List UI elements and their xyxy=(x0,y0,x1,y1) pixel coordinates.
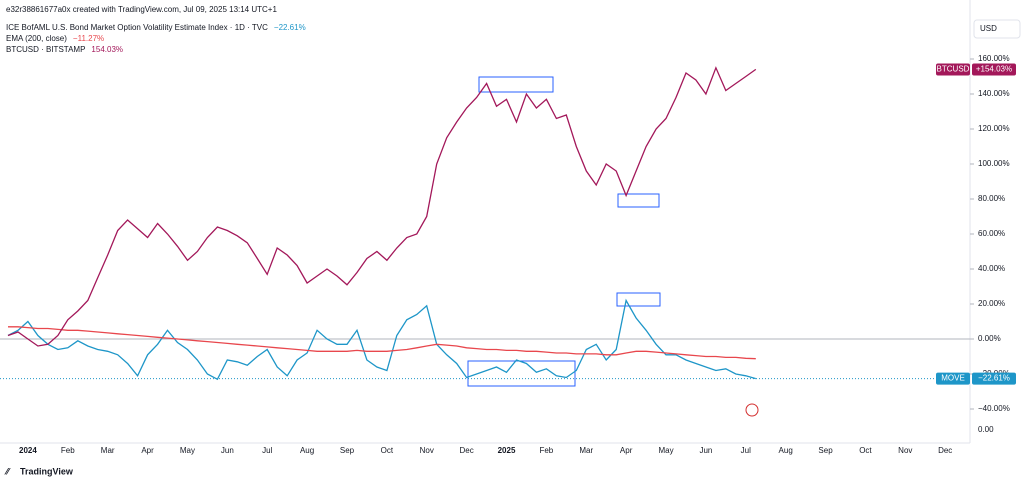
y-tick-label: 0.00% xyxy=(978,334,1001,343)
y-tick-label: 40.00% xyxy=(978,264,1005,273)
x-tick-label: Oct xyxy=(381,446,394,455)
x-tick-label: Nov xyxy=(898,446,912,455)
extra-axis-label: 0.00 xyxy=(978,425,994,434)
x-tick-label: May xyxy=(658,446,673,455)
footer: TradingView xyxy=(20,466,74,476)
x-tick-label: Jul xyxy=(741,446,751,455)
x-tick-label: Jun xyxy=(699,446,712,455)
legend-value: 154.03% xyxy=(91,45,123,54)
x-tick-label: Feb xyxy=(539,446,553,455)
legend-value: −11.27% xyxy=(73,34,104,43)
header: e32r38861677a0x created with TradingView… xyxy=(6,5,277,14)
tag-value-box xyxy=(972,372,1016,385)
currency: USD xyxy=(980,24,997,33)
x-tick-label: Mar xyxy=(579,446,593,455)
series-line xyxy=(8,326,756,360)
x-tick-label: Oct xyxy=(859,446,872,455)
tag-name: MOVE xyxy=(941,374,965,383)
y-tick-label: 60.00% xyxy=(978,229,1005,238)
x-tick-label: Feb xyxy=(61,446,75,455)
y-tick-label: 80.00% xyxy=(978,194,1005,203)
x-tick-label: Apr xyxy=(141,446,154,455)
x-tick-label: Aug xyxy=(779,446,793,455)
y-tick-label: 100.00% xyxy=(978,159,1010,168)
tag-box xyxy=(936,372,970,385)
x-tick-label: Dec xyxy=(460,446,474,455)
footer-logo: ⁄⁄ xyxy=(4,466,12,476)
x-tick-label: Aug xyxy=(300,446,314,455)
x-tick-label: Jul xyxy=(262,446,272,455)
x-tick-label: Dec xyxy=(938,446,952,455)
x-tick-label: Sep xyxy=(340,446,355,455)
tag-value-box xyxy=(972,63,1016,76)
x-tick-label: Jun xyxy=(221,446,234,455)
legend-value: −22.61% xyxy=(274,23,306,32)
legend-name: BTCUSD · BITSTAMP xyxy=(6,45,85,54)
legend-name: EMA (200, close) xyxy=(6,34,67,43)
y-tick-label: 160.00% xyxy=(978,54,1010,63)
x-tick-label: Sep xyxy=(818,446,833,455)
tag-value: −22.61% xyxy=(978,374,1010,383)
series-line xyxy=(7,298,756,381)
tag-box xyxy=(936,63,970,76)
highlight-box xyxy=(467,360,576,387)
x-tick-label: 2024 xyxy=(19,446,37,455)
y-tick-label: −40.00% xyxy=(978,404,1010,413)
y-tick-label: 140.00% xyxy=(978,89,1010,98)
series-line xyxy=(7,66,757,347)
highlight-box xyxy=(617,193,660,208)
highlight-box xyxy=(478,76,554,93)
flag-icon xyxy=(745,403,759,417)
currency-box xyxy=(973,19,1021,39)
x-tick-label: Nov xyxy=(420,446,434,455)
tag-name: BTCUSD xyxy=(937,65,970,74)
x-tick-label: Apr xyxy=(620,446,633,455)
highlight-box xyxy=(616,292,661,307)
tag-value: +154.03% xyxy=(976,65,1012,74)
x-tick-label: May xyxy=(180,446,195,455)
legend-name: ICE BofAML U.S. Bond Market Option Volat… xyxy=(6,23,268,32)
y-tick-label: 20.00% xyxy=(978,299,1005,308)
y-tick-label: 120.00% xyxy=(978,124,1010,133)
x-tick-label: Mar xyxy=(101,446,115,455)
x-tick-label: 2025 xyxy=(498,446,516,455)
